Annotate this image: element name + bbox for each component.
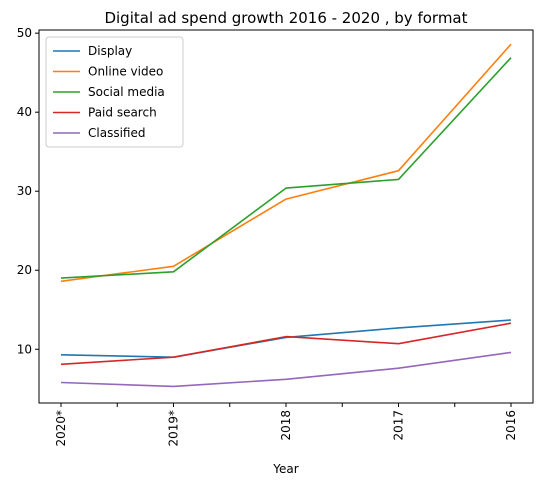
x-tick-label-4: 2016: [504, 410, 518, 441]
y-tick-label-1: 20: [17, 263, 32, 277]
series-line-3: [60, 322, 512, 366]
legend-label-2: Social media: [88, 85, 165, 99]
y-axis: 10 20 30 40 50: [17, 26, 39, 356]
legend-label-4: Classified: [88, 126, 145, 140]
y-tick-label-2: 30: [17, 184, 32, 198]
series-line-1: [60, 43, 512, 283]
x-tick-label-0: 2020*: [54, 410, 68, 447]
legend-label-3: Paid search: [88, 106, 157, 120]
y-tick-label-0: 10: [17, 342, 32, 356]
legend-box: [45, 36, 184, 148]
y-tick-label-3: 40: [17, 105, 32, 119]
legend-label-0: Display: [88, 44, 132, 58]
legend: Display Online video Social media Paid sear…: [45, 36, 184, 148]
x-tick-label-3: 2017: [392, 410, 406, 441]
y-tick-label-4: 50: [17, 26, 32, 40]
series-layer: [60, 43, 512, 388]
legend-label-1: Online video: [88, 65, 163, 79]
x-tick-label-1: 2019*: [167, 410, 181, 447]
series-line-2: [60, 57, 512, 279]
series-line-0: [60, 319, 512, 359]
series-line-4: [60, 351, 512, 388]
x-tick-label-2: 2018: [279, 410, 293, 441]
x-axis-label: Year: [272, 462, 298, 476]
x-axis: 2020* 2019* 2018 2017 2016: [54, 403, 518, 447]
chart-title: Digital ad spend growth 2016 - 2020 , by…: [104, 9, 467, 27]
